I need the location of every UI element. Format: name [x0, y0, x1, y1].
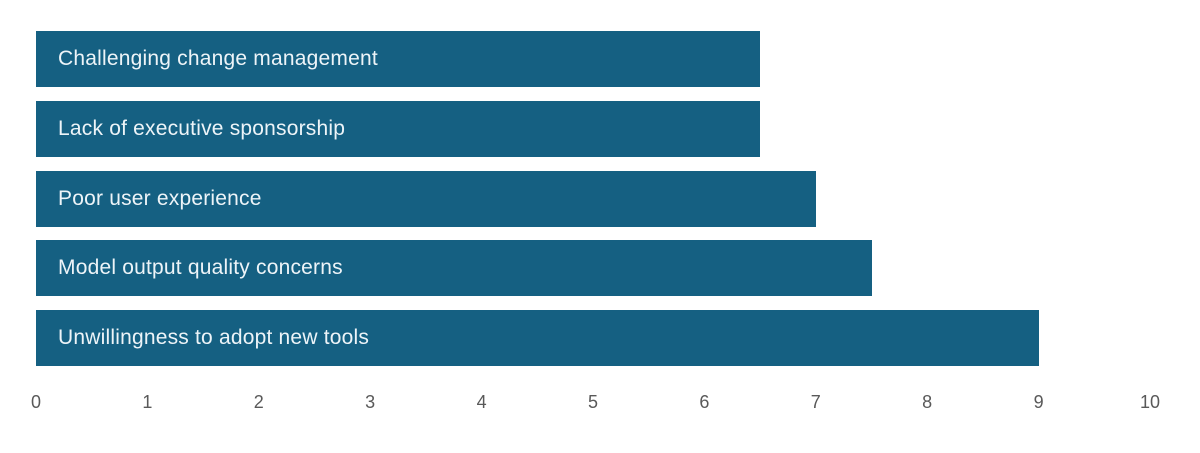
x-axis-tick-label: 1: [142, 392, 153, 412]
x-axis-tick-label: 9: [1033, 392, 1044, 412]
x-axis-tick-label: 2: [253, 392, 264, 412]
bar: Unwillingness to adopt new tools: [36, 310, 1039, 366]
bar-label: Unwillingness to adopt new tools: [58, 326, 370, 349]
bar-label: Lack of executive sponsorship: [58, 116, 346, 140]
x-axis-tick-label: 7: [810, 392, 821, 412]
x-axis-tick-label: 5: [587, 392, 599, 412]
x-axis-tick-label: 4: [476, 392, 487, 412]
bar: Challenging change management: [36, 31, 761, 87]
bar: Model output quality concerns: [36, 240, 872, 297]
x-axis-tick-label: 10: [1139, 392, 1161, 412]
bar-label: Poor user experience: [58, 186, 262, 210]
bar-label: Challenging change management: [58, 47, 378, 70]
x-axis-tick-label: 6: [699, 392, 710, 412]
x-axis-tick-label: 0: [30, 392, 42, 412]
bar: Lack of executive sponsorship: [36, 100, 761, 157]
bar-label: Model output quality concerns: [58, 256, 343, 280]
bar: Poor user experience: [36, 170, 816, 227]
x-axis-tick-label: 8: [922, 392, 933, 412]
x-axis-tick-label: 3: [365, 392, 376, 412]
